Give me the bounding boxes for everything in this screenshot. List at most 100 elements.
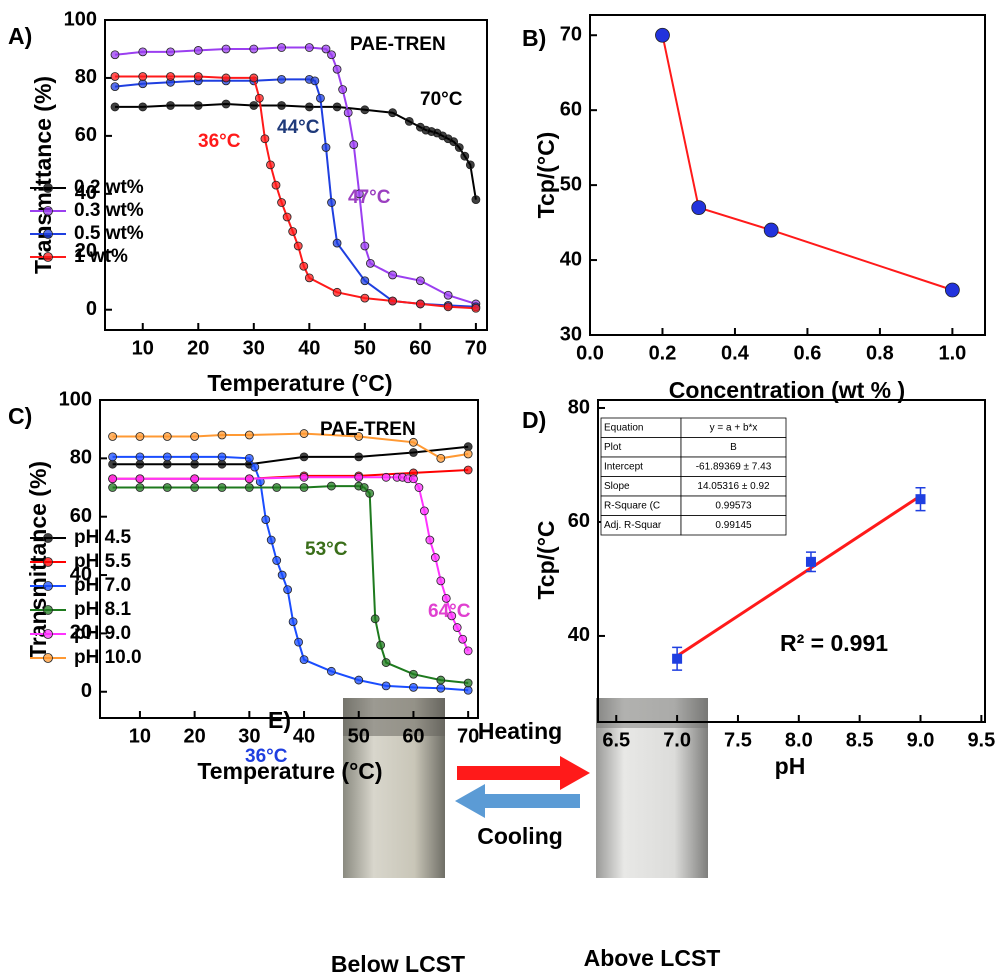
legend-label: 0.5 wt%: [74, 223, 144, 244]
y-tick-label: 40: [75, 182, 97, 204]
data-point: [409, 437, 418, 447]
data-point: [299, 655, 309, 665]
data-point: [449, 137, 459, 147]
plot-frame: [589, 14, 986, 336]
panel-label: B): [522, 25, 546, 51]
data-point: [360, 105, 370, 115]
y-tick-label: 80: [70, 447, 92, 469]
data-point: [217, 430, 227, 440]
data-point: [326, 666, 336, 676]
data-point: [414, 483, 424, 492]
data-point: [135, 474, 145, 484]
data-point: [299, 261, 309, 271]
data-point: [365, 488, 375, 498]
data-point: [249, 101, 259, 110]
annotation: 36°C: [245, 746, 288, 767]
data-point: [409, 448, 418, 457]
panel-label: A): [8, 23, 32, 49]
legend-marker: [43, 183, 53, 193]
data-point: [366, 258, 375, 268]
data-point: [221, 44, 231, 54]
data-point: [299, 452, 309, 462]
data-point: [162, 483, 172, 492]
data-point: [221, 73, 231, 83]
data-point: [321, 44, 331, 54]
x-tick-label: 0.0: [576, 342, 604, 364]
y-tick-label: 100: [59, 388, 92, 410]
legend-marker: [43, 581, 53, 591]
legend-label: 0.3 wt%: [74, 200, 144, 221]
data-point: [277, 43, 286, 52]
x-tick-label: 30: [238, 725, 260, 747]
data-point: [360, 241, 370, 251]
table-text: Plot: [604, 442, 621, 453]
x-tick-label: 40: [293, 725, 315, 747]
x-tick-label: 50: [354, 337, 376, 359]
table-text: 14.05316 ± 0.92: [697, 481, 770, 492]
x-tick-label: 9.5: [967, 729, 995, 751]
annotation: 47°C: [348, 187, 391, 208]
data-point: [193, 46, 203, 55]
data-point: [458, 634, 468, 644]
data-point: [277, 74, 286, 84]
data-point: [354, 189, 364, 199]
data-point: [261, 515, 271, 525]
data-point: [266, 160, 275, 170]
annotation: 70°C: [420, 89, 463, 110]
data-point: [332, 287, 342, 297]
data-point: [190, 474, 200, 484]
data-point: [108, 474, 117, 484]
legend-label: pH 5.5: [74, 551, 131, 572]
data-point: [299, 472, 309, 482]
data-point: [465, 160, 475, 170]
data-point: [436, 576, 446, 586]
data-point: [419, 506, 429, 516]
y-axis-label: Transmittance (%): [30, 76, 56, 274]
x-tick-label: 20: [184, 725, 206, 747]
x-tick-label: 0.8: [866, 342, 894, 364]
data-point: [138, 79, 148, 89]
data-point: [360, 276, 370, 286]
data-point: [327, 50, 336, 60]
data-point: [441, 593, 451, 603]
data-point: [436, 683, 446, 693]
data-point: [217, 459, 227, 469]
data-point: [338, 85, 348, 94]
x-tick-label: 60: [402, 725, 424, 747]
x-axis-label: Concentration (wt % ): [669, 377, 905, 403]
data-point: [915, 494, 926, 505]
data-point: [283, 585, 293, 595]
table-text: Equation: [604, 422, 643, 433]
legend-marker: [43, 653, 53, 663]
y-axis-label: Tcp/(°C: [533, 520, 559, 599]
data-point: [166, 101, 175, 110]
chart: A) 0 20 40 60 80 100 10 20 30 40 50 60 70 Temperature …: [8, 8, 488, 396]
data-point: [388, 270, 398, 280]
data-point: [359, 483, 369, 492]
x-tick-label: 10: [132, 337, 154, 359]
x-tick-label: 0.2: [649, 342, 677, 364]
legend-marker: [43, 229, 53, 239]
data-point: [672, 653, 683, 664]
data-point: [299, 483, 309, 492]
data-point: [135, 432, 145, 441]
x-tick-label: 6.5: [602, 729, 630, 751]
data-point: [327, 198, 336, 207]
y-tick-label: 40: [560, 248, 582, 270]
data-point: [108, 432, 117, 441]
y-tick-label: 40: [70, 563, 92, 585]
data-point: [463, 678, 473, 688]
data-point: [463, 646, 473, 656]
y-tick-label: 60: [560, 98, 582, 120]
cooling-label: Cooling: [477, 823, 563, 849]
table-text: R-Square (C: [604, 500, 660, 511]
x-axis-label: Temperature (°C): [197, 758, 382, 784]
x-tick-label: 0.6: [794, 342, 822, 364]
data-point: [217, 452, 227, 462]
data-point: [190, 452, 200, 462]
legend-marker: [43, 252, 53, 262]
data-point: [254, 93, 264, 103]
table-text: -61.89369 ± 7.43: [696, 461, 772, 472]
x-tick-label: 8.5: [846, 729, 874, 751]
data-point: [454, 143, 464, 152]
